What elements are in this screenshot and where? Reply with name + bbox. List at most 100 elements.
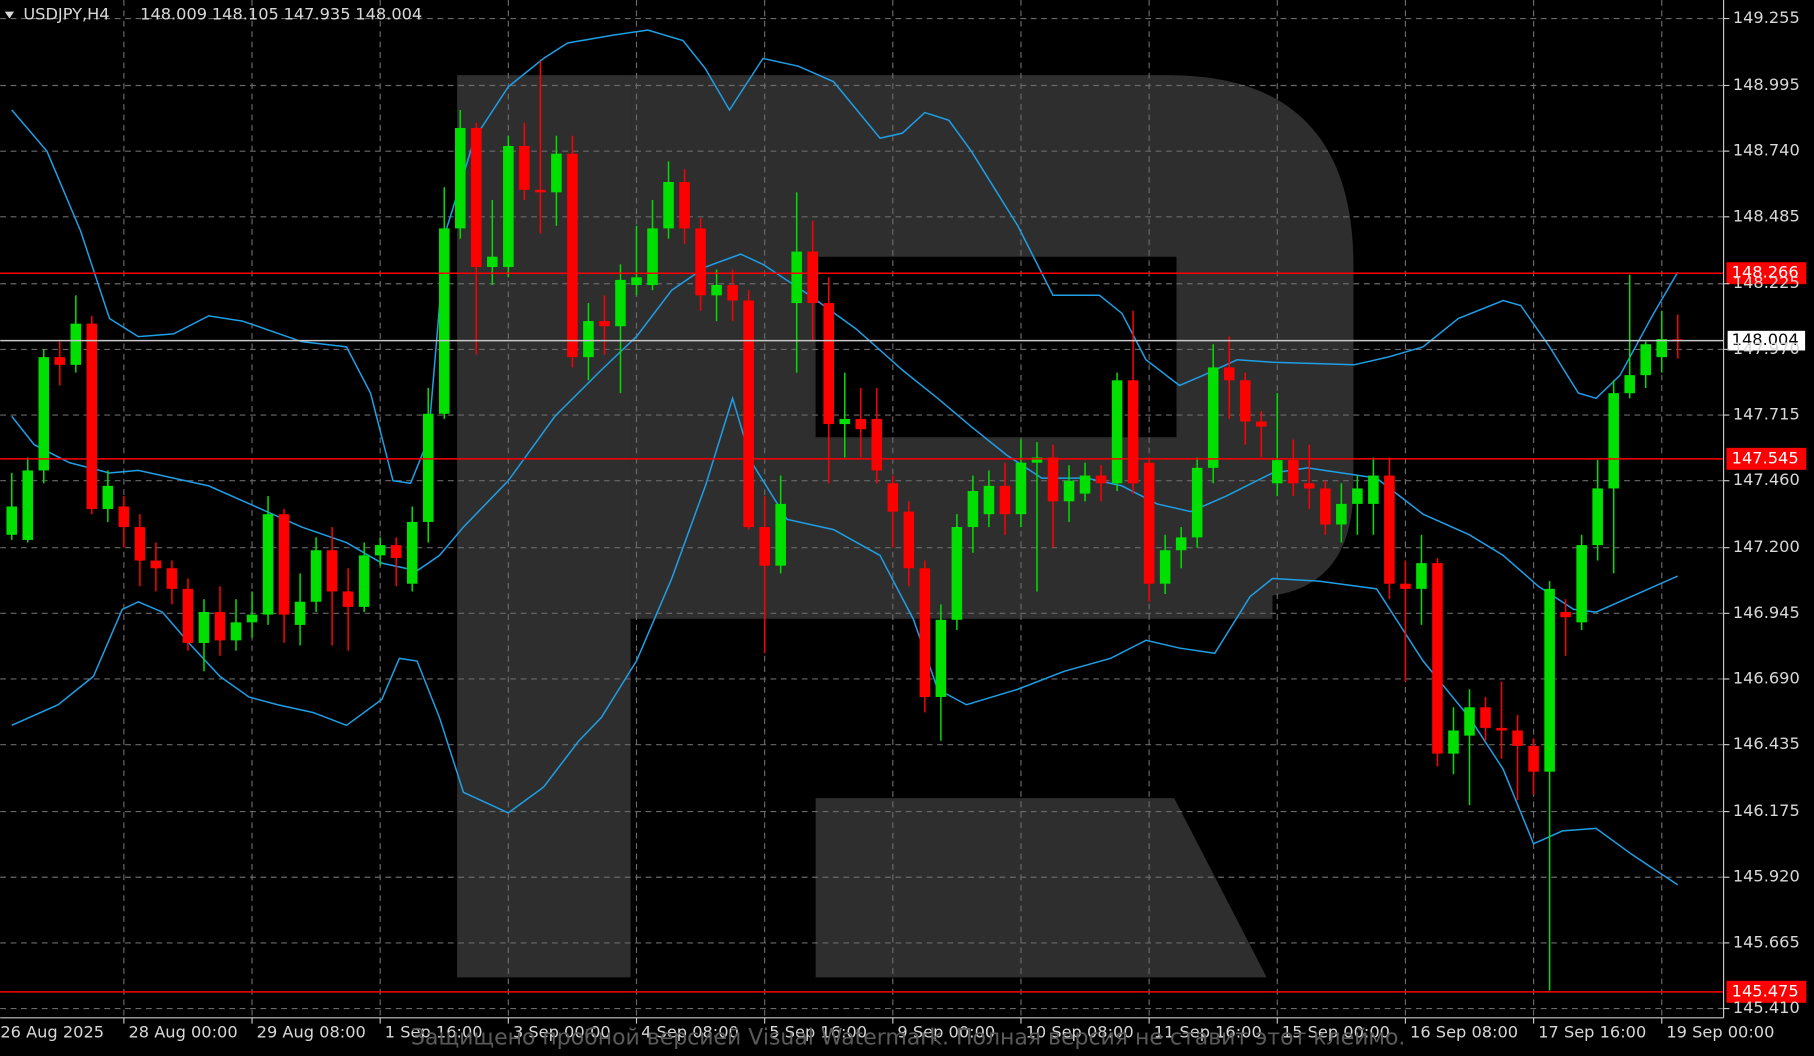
candle-body [855,418,867,430]
candle-body [711,285,722,296]
x-tick-label: 9 Sep 00:00 [897,1022,995,1041]
candle-body [358,555,370,607]
candle-body [1432,563,1443,754]
candle-body [1544,588,1555,772]
candle-body [1464,707,1475,736]
candle-body [422,413,434,522]
x-tick-label: 29 Aug 08:00 [257,1022,366,1041]
candle-body [326,550,338,592]
candle-body [775,503,786,566]
candle-body [342,591,354,607]
candle-body [919,568,931,698]
chart-title: USDJPY,H4 [23,5,109,24]
level-label: 145.475 [1732,981,1799,1000]
x-tick-label: 28 Aug 00:00 [129,1022,238,1041]
watermark-text: Защищено пробной версией Visual Watermar… [411,1026,1406,1051]
candle-body [1095,475,1107,484]
axes: 149.255 148.995 148.740 148.485 148.225 147.9… [0,8,1800,1041]
level-label: 147.545 [1732,448,1799,467]
candle-body [1239,380,1251,422]
candle-body [519,145,530,190]
candle-body [38,357,50,471]
y-tick-label: 148.740 [1733,141,1800,160]
level-label: 148.004 [1732,330,1799,349]
candle-body [535,189,546,193]
x-tick-label: 1 Sep 16:00 [385,1022,483,1041]
candle-body [1496,727,1507,731]
candle-body [118,506,130,528]
candle-body [679,182,690,229]
candle-body [1288,460,1299,484]
x-tick-label: 11 Sep 16:00 [1154,1022,1262,1041]
candle-body [759,527,770,566]
menu-arrow[interactable] [4,11,15,19]
y-tick-label: 146.945 [1733,603,1800,622]
candle-body [406,521,418,584]
y-tick-label: 147.200 [1733,537,1800,556]
candle-body [278,514,290,615]
candle-body [583,321,594,358]
candle-body [1384,475,1395,584]
candle-body [1480,707,1491,728]
candle-body [1368,475,1379,504]
candle-body [1207,367,1219,468]
candle-body [454,127,466,229]
candle-body [823,303,835,425]
y-tick-label: 148.225 [1733,273,1800,292]
candle-body [182,588,194,643]
candle-body [1015,462,1027,515]
x-tick-label: 17 Sep 16:00 [1538,1022,1646,1041]
candle-body [262,514,274,615]
candle-body [1143,462,1155,584]
candle-body [887,483,899,512]
candle-body [967,491,979,528]
band-line [11,395,1679,886]
candle-body [438,228,450,414]
candle-body [1576,545,1587,623]
candle-body [1047,457,1059,502]
candle-body [374,545,386,556]
candle-body [503,145,514,268]
candle-body [1175,537,1187,551]
candle-body [1079,475,1091,494]
x-tick-label: 15 Sep 00:00 [1282,1022,1390,1041]
y-tick-label: 145.665 [1733,932,1800,951]
candle-body [631,277,642,286]
candle-body [198,612,210,643]
candle-body [1271,460,1283,484]
level-label-box [1726,329,1807,352]
candle-body [6,506,18,535]
logo-part [457,75,631,978]
candle-body [1336,503,1347,525]
header-low: 147.935 [284,5,351,24]
y-tick-label: 147.715 [1733,405,1800,424]
x-tick-label: 10 Sep 08:00 [1026,1022,1134,1041]
candle-body [1560,612,1571,618]
candle-body [1031,457,1043,463]
header-open: 148.009 [140,5,207,24]
candle-body [310,550,322,602]
candle-body [487,256,498,268]
y-tick-label: 146.690 [1733,668,1800,687]
candle-body [294,601,306,625]
candle-body [599,321,610,327]
levels: 148.266 148.004 147.545 145.475 [0,262,1807,1003]
candle-body [839,418,851,425]
candle-body [150,560,162,569]
candle-body [102,485,114,510]
x-tick-label: 26 Aug 2025 [0,1022,104,1041]
y-tick-label: 145.410 [1733,998,1800,1017]
candle-body [54,357,66,365]
candle-body [871,418,883,471]
level-label: 148.266 [1732,263,1799,282]
candle-body [1624,375,1635,394]
candle-body [134,527,146,561]
candle-body [903,511,915,569]
candle-body [70,323,82,365]
x-tick-label: 16 Sep 08:00 [1410,1022,1518,1041]
candle-body [1320,488,1331,525]
candle-body [1416,563,1427,589]
header-close: 148.004 [355,5,422,24]
candles [6,61,1684,991]
candle-body [390,545,402,558]
